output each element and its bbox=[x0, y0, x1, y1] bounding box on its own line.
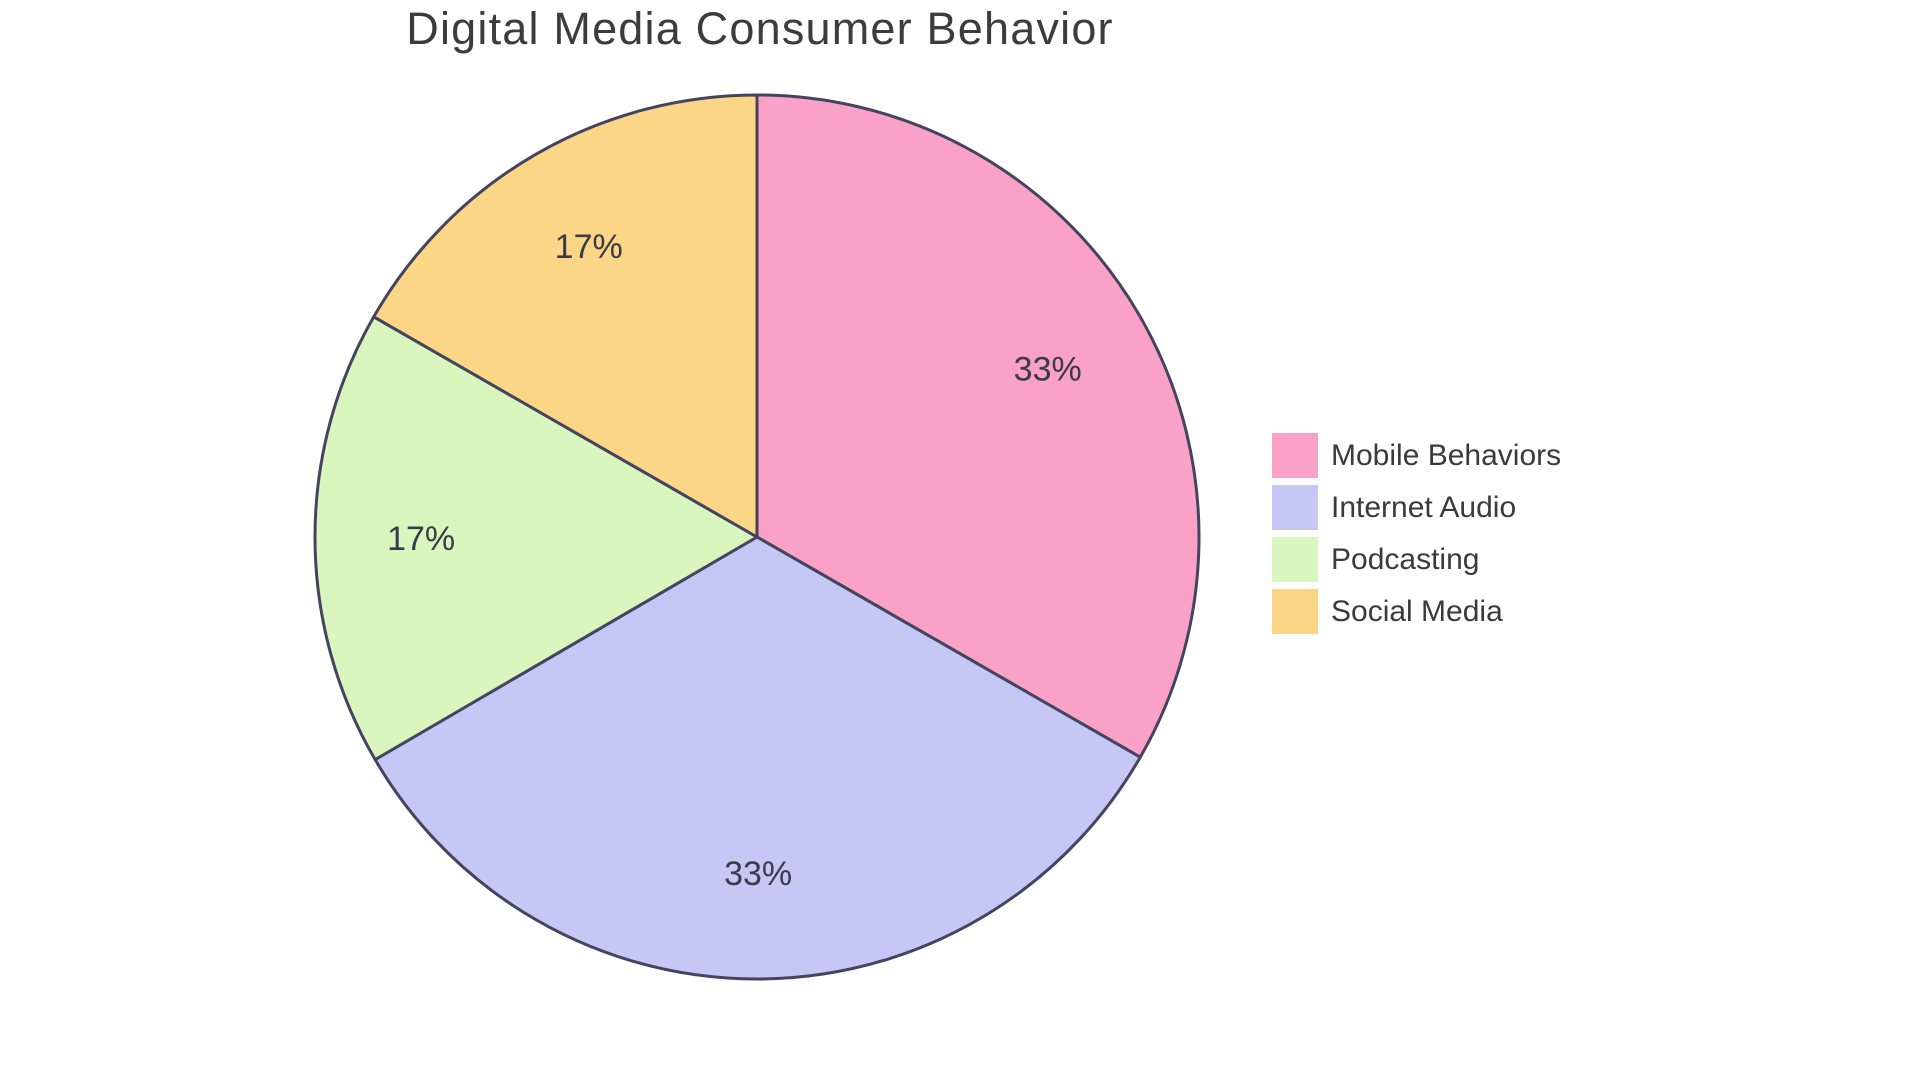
chart-title: Digital Media Consumer Behavior bbox=[406, 3, 1114, 54]
pie-slice-mobile-behaviors bbox=[755, 93, 1201, 759]
pie-slice-internet-audio bbox=[373, 535, 1142, 981]
pie-pct-label: 33% bbox=[724, 855, 792, 893]
legend-item: Social Media bbox=[1272, 589, 1561, 634]
pie-slice-podcasting bbox=[313, 315, 759, 762]
legend-swatch bbox=[1272, 537, 1318, 582]
legend-swatch bbox=[1272, 433, 1318, 478]
pie-pct-label: 17% bbox=[387, 520, 455, 558]
pie-pct-label: 17% bbox=[555, 228, 623, 266]
pie-pct-label: 33% bbox=[1014, 351, 1082, 389]
legend-label: Social Media bbox=[1331, 595, 1503, 628]
legend-item: Internet Audio bbox=[1272, 485, 1561, 530]
pie-slice-social-media bbox=[372, 93, 759, 539]
legend-swatch bbox=[1272, 485, 1318, 530]
legend-swatch bbox=[1272, 589, 1318, 634]
legend-label: Internet Audio bbox=[1331, 491, 1517, 524]
legend-label: Mobile Behaviors bbox=[1331, 439, 1562, 472]
legend: Mobile Behaviors Internet Audio Podcasting… bbox=[1272, 433, 1561, 634]
legend-item: Podcasting bbox=[1272, 537, 1561, 582]
legend-item: Mobile Behaviors bbox=[1272, 433, 1561, 478]
legend-label: Podcasting bbox=[1331, 543, 1480, 576]
